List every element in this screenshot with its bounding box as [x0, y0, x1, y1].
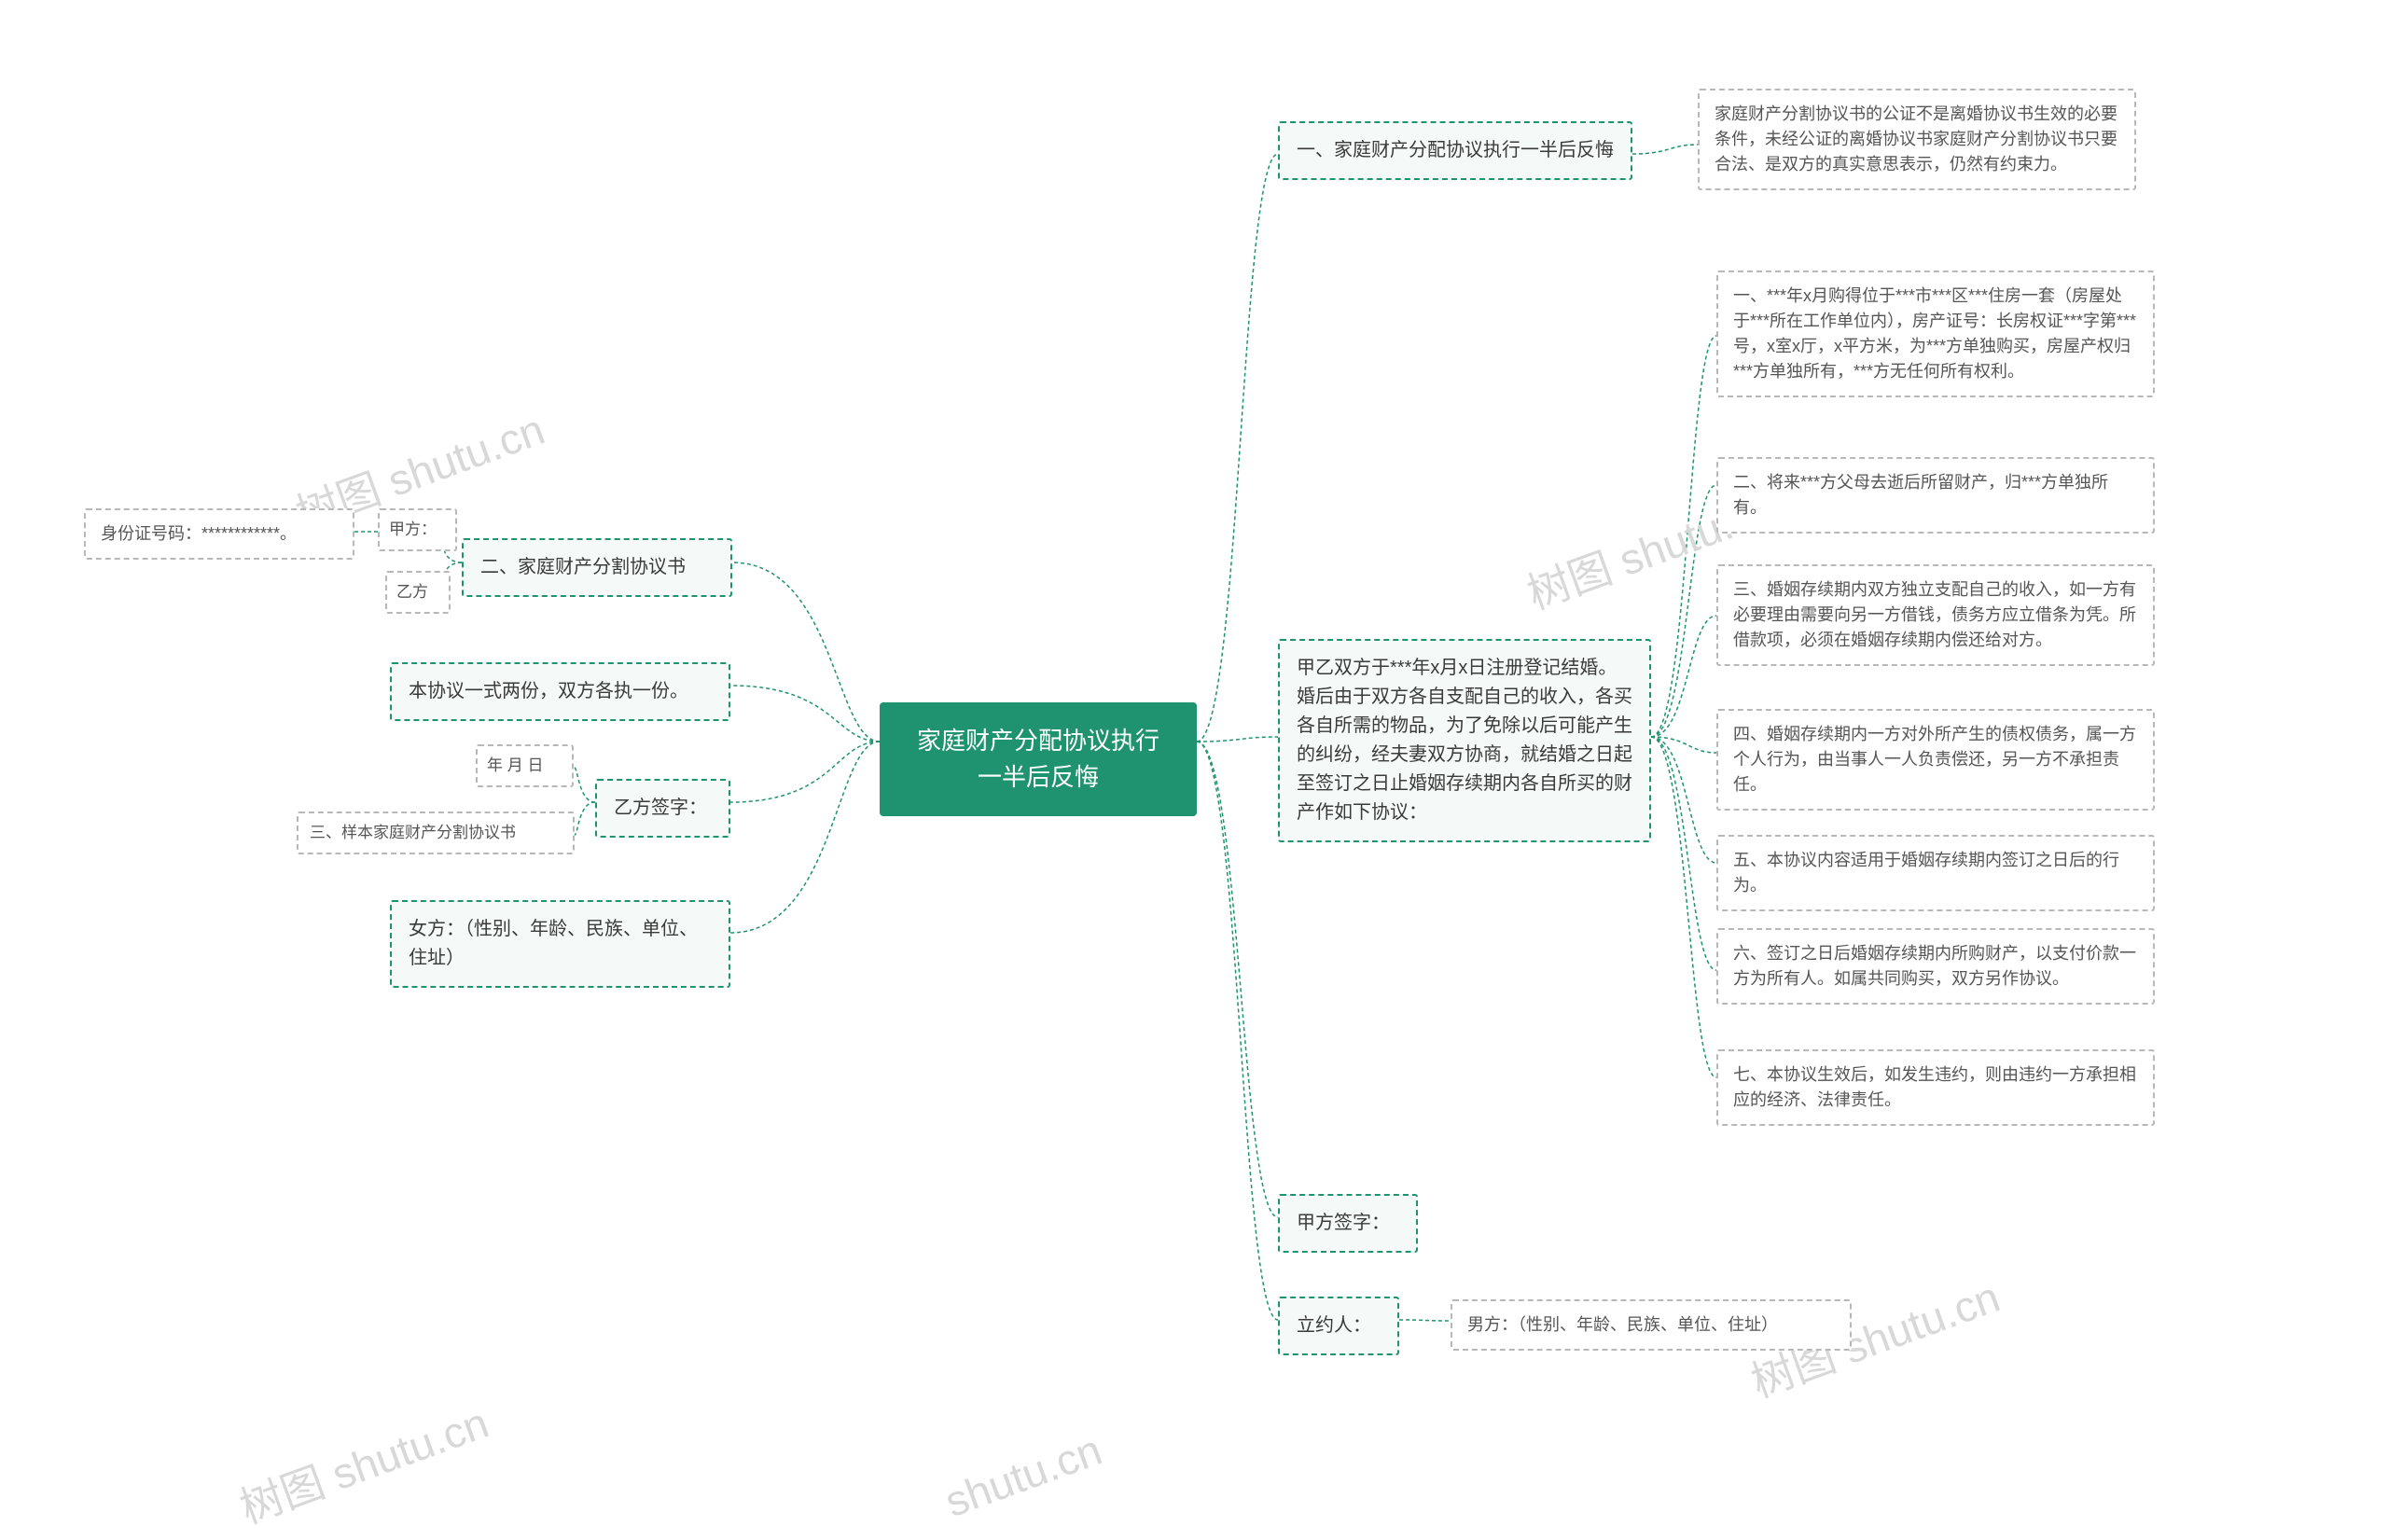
mindmap-canvas: 树图 shutu.cn 树图 shutu.cn 树图 shutu.cn shut…	[0, 0, 2388, 1540]
branch-r3[interactable]: 甲方签字：	[1278, 1194, 1418, 1253]
leaf-r2-2[interactable]: 二、将来***方父母去逝后所留财产，归***方单独所有。	[1716, 457, 2155, 534]
leaf-r2-1[interactable]: 一、***年x月购得位于***市***区***住房一套（房屋处于***所在工作单…	[1716, 271, 2155, 397]
leaf-r2-4[interactable]: 四、婚姻存续期内一方对外所产生的债权债务，属一方个人行为，由当事人一人负责偿还，…	[1716, 709, 2155, 811]
root-node[interactable]: 家庭财产分配协议执行一半后反悔	[880, 702, 1197, 816]
watermark: 树图 shutu.cn	[230, 1389, 495, 1535]
leaf-l1c1[interactable]: 甲方：	[378, 508, 457, 551]
branch-l3[interactable]: 乙方签字：	[595, 779, 730, 838]
leaf-r2-7[interactable]: 七、本协议生效后，如发生违约，则由违约一方承担相应的经济、法律责任。	[1716, 1049, 2155, 1126]
leaf-r4-1[interactable]: 男方：（性别、年龄、民族、单位、住址）	[1451, 1299, 1852, 1351]
leaf-r1-1[interactable]: 家庭财产分割协议书的公证不是离婚协议书生效的必要条件，未经公证的离婚协议书家庭财…	[1698, 89, 2136, 190]
leaf-r2-5[interactable]: 五、本协议内容适用于婚姻存续期内签订之日后的行为。	[1716, 835, 2155, 911]
leaf-l3c2[interactable]: 三、样本家庭财产分割协议书	[297, 812, 575, 854]
watermark: shutu.cn	[938, 1424, 1108, 1527]
branch-r4[interactable]: 立约人：	[1278, 1297, 1399, 1355]
leaf-l1c1-l1[interactable]: 身份证号码：************。	[84, 508, 354, 560]
branch-l1[interactable]: 二、家庭财产分割协议书	[462, 538, 732, 597]
leaf-l1c2[interactable]: 乙方	[385, 571, 451, 614]
branch-l2[interactable]: 本协议一式两份，双方各执一份。	[390, 662, 730, 721]
leaf-r2-3[interactable]: 三、婚姻存续期内双方独立支配自己的收入，如一方有必要理由需要向另一方借钱，债务方…	[1716, 564, 2155, 666]
branch-r1[interactable]: 一、家庭财产分配协议执行一半后反悔	[1278, 121, 1632, 180]
branch-r2[interactable]: 甲乙双方于***年x月x日注册登记结婚。婚后由于双方各自支配自己的收入，各买各自…	[1278, 639, 1651, 842]
leaf-l3c1[interactable]: 年 月 日	[476, 744, 574, 787]
branch-l4[interactable]: 女方：（性别、年龄、民族、单位、住址）	[390, 900, 730, 988]
leaf-r2-6[interactable]: 六、签订之日后婚姻存续期内所购财产，以支付价款一方为所有人。如属共同购买，双方另…	[1716, 928, 2155, 1005]
